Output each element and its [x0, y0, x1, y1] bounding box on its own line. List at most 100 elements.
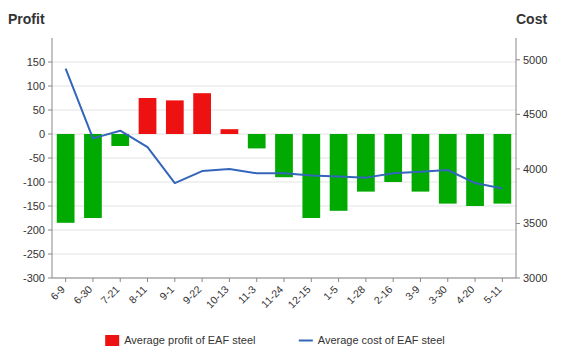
- y-tick: [48, 230, 52, 231]
- y-tick: [48, 206, 52, 207]
- x-tick: [92, 278, 93, 282]
- x-tick-label: 7-21: [98, 283, 121, 306]
- x-tick-label: 10-13: [203, 283, 231, 311]
- x-tick: [420, 278, 421, 282]
- x-tick-label: 6-9: [48, 283, 67, 302]
- x-tick: [338, 278, 339, 282]
- y-tick: [48, 278, 52, 279]
- y2-tick: [516, 168, 520, 169]
- y2-axis-line: [516, 38, 517, 278]
- y-tick: [48, 134, 52, 135]
- x-tick: [120, 278, 121, 282]
- legend-label: Average profit of EAF steel: [124, 334, 255, 346]
- grid-line: [52, 230, 516, 231]
- y-axis-title: Profit: [8, 11, 45, 27]
- axes: -300 -250 -200 -150 -100 -50 0 50 100 150 3000 3500…: [23, 38, 548, 310]
- y2-tick-label: 4500: [523, 108, 547, 120]
- bar: [439, 134, 457, 204]
- y-tick-label: -50: [29, 152, 45, 164]
- line: [66, 69, 503, 189]
- bar: [466, 134, 484, 206]
- grid-line: [52, 62, 516, 63]
- legend: Average profit of EAF steel Average cost …: [105, 334, 445, 346]
- y2-axis-title: Cost: [516, 11, 547, 27]
- x-tick-label: 5-11: [481, 283, 504, 306]
- y-axis-line: [52, 38, 53, 278]
- page: {"chart_data": {"type": "bar", "ylabel":…: [0, 0, 574, 358]
- y-tick-label: 0: [39, 128, 45, 140]
- bar: [84, 134, 102, 218]
- grid-line: [52, 110, 516, 111]
- legend-label: Average cost of EAF steel: [318, 334, 445, 346]
- x-tick-label: 9-1: [157, 283, 176, 302]
- y-tick-label: -150: [23, 200, 45, 212]
- x-tick-label: 9-22: [180, 283, 203, 306]
- bar: [193, 93, 211, 134]
- x-tick: [65, 278, 66, 282]
- y-tick-label: 50: [33, 104, 45, 116]
- y-tick: [48, 86, 52, 87]
- chart: -300 -250 -200 -150 -100 -50 0 50 100 150 3000 3500…: [0, 0, 574, 358]
- x-tick-label: 2-16: [371, 283, 394, 306]
- bar: [493, 134, 511, 204]
- bar: [357, 134, 375, 192]
- y-tick-label: -300: [23, 272, 45, 284]
- x-tick-label: 11-24: [258, 283, 285, 310]
- x-tick-label: 12-15: [285, 283, 313, 311]
- y-tick: [48, 62, 52, 63]
- x-tick-label: 1-28: [344, 283, 367, 306]
- y-tick: [48, 254, 52, 255]
- x-tick: [447, 278, 448, 282]
- legend-swatch: [299, 340, 313, 342]
- x-tick-label: 3-9: [403, 283, 422, 302]
- y2-tick-label: 3500: [523, 217, 547, 229]
- x-tick: [475, 278, 476, 282]
- plot-data: [57, 69, 511, 223]
- x-tick-label: 1-5: [321, 283, 340, 302]
- y-tick-label: -200: [23, 224, 45, 236]
- y-tick-label: 150: [27, 56, 45, 68]
- grid-line: [52, 206, 516, 207]
- x-tick: [202, 278, 203, 282]
- y2-tick-label: 4000: [523, 163, 547, 175]
- y-tick-label: -250: [23, 248, 45, 260]
- bar: [111, 134, 129, 146]
- y2-tick-label: 5000: [523, 54, 547, 66]
- bar: [412, 134, 430, 192]
- x-tick: [174, 278, 175, 282]
- x-tick-label: 4-20: [453, 283, 476, 306]
- legend-swatch: [105, 335, 119, 346]
- y-tick: [48, 110, 52, 111]
- x-tick-label: 6-30: [71, 283, 94, 306]
- bar: [275, 134, 293, 177]
- y-tick: [48, 182, 52, 183]
- bar: [139, 98, 157, 134]
- grid-line: [52, 254, 516, 255]
- y2-tick-label: 3000: [523, 272, 547, 284]
- x-tick: [365, 278, 366, 282]
- x-tick: [393, 278, 394, 282]
- y2-tick: [516, 223, 520, 224]
- bar: [221, 129, 239, 134]
- y2-tick: [516, 278, 520, 279]
- x-tick: [147, 278, 148, 282]
- x-tick-label: 8-11: [126, 283, 149, 306]
- legend-item: Average profit of EAF steel: [105, 334, 255, 346]
- x-tick-label: 11-3: [235, 283, 258, 306]
- x-tick-label: 3-30: [426, 283, 449, 306]
- y-tick: [48, 158, 52, 159]
- x-tick: [284, 278, 285, 282]
- legend-item: Average cost of EAF steel: [299, 334, 445, 346]
- grid-line: [52, 86, 516, 87]
- y2-tick: [516, 114, 520, 115]
- bar: [330, 134, 348, 211]
- bar: [57, 134, 75, 223]
- x-tick: [311, 278, 312, 282]
- x-tick: [229, 278, 230, 282]
- y-tick-label: 100: [27, 80, 45, 92]
- bar: [248, 134, 266, 148]
- x-tick: [502, 278, 503, 282]
- y2-tick: [516, 59, 520, 60]
- bar: [166, 100, 184, 134]
- y-tick-label: -100: [23, 176, 45, 188]
